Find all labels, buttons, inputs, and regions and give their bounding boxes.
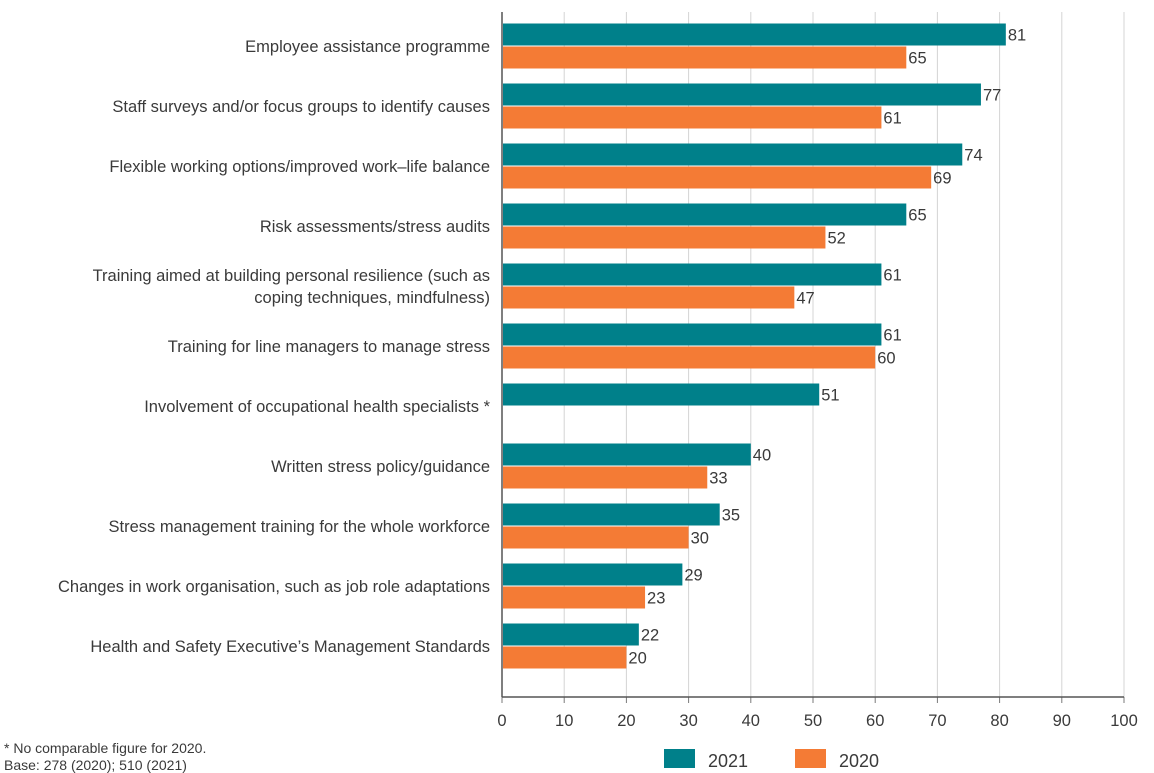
value-label-2021: 35 bbox=[722, 507, 740, 525]
x-tick-label: 20 bbox=[617, 712, 635, 730]
value-label-2020: 23 bbox=[647, 590, 665, 608]
legend-label-2021: 2021 bbox=[708, 751, 748, 771]
category-label: Risk assessments/stress audits bbox=[260, 218, 490, 236]
category-labels: Employee assistance programme Staff surve… bbox=[58, 38, 491, 656]
axes bbox=[501, 12, 1125, 703]
value-label-2020: 65 bbox=[908, 50, 926, 68]
category-label: coping techniques, mindfulness) bbox=[254, 289, 490, 307]
bar-2020 bbox=[503, 346, 876, 369]
category-label: Flexible working options/improved work–l… bbox=[109, 158, 490, 176]
category-label: Involvement of occupational health speci… bbox=[144, 398, 490, 416]
x-tick-label: 60 bbox=[866, 712, 884, 730]
bar-2021 bbox=[503, 383, 820, 406]
x-tick-label: 70 bbox=[928, 712, 946, 730]
category-label: Training aimed at building personal resi… bbox=[93, 267, 490, 285]
legend-swatch-2021 bbox=[664, 749, 695, 768]
value-label-2021: 61 bbox=[883, 327, 901, 345]
value-label-2020: 33 bbox=[709, 470, 727, 488]
tick-labels: 0 10 20 30 40 50 60 70 80 90 100 bbox=[497, 712, 1137, 730]
footnote: * No comparable figure for 2020. bbox=[4, 740, 207, 756]
legend-label-2020: 2020 bbox=[839, 751, 879, 771]
x-tick-label: 30 bbox=[679, 712, 697, 730]
bar-2021 bbox=[503, 23, 1006, 46]
category-label: Employee assistance programme bbox=[245, 38, 490, 56]
value-label-2021: 81 bbox=[1008, 27, 1026, 45]
bar-2020 bbox=[503, 586, 646, 609]
bar-2020 bbox=[503, 46, 907, 69]
bar-2021 bbox=[503, 83, 981, 106]
bar-2021 bbox=[503, 503, 720, 526]
x-tick-label: 80 bbox=[990, 712, 1008, 730]
bar-2021 bbox=[503, 323, 882, 346]
bar-2020 bbox=[503, 106, 882, 129]
bar-2021 bbox=[503, 443, 751, 466]
value-label-2020: 60 bbox=[877, 350, 895, 368]
value-label-2020: 69 bbox=[933, 170, 951, 188]
bar-2021 bbox=[503, 563, 683, 586]
value-label-2021: 40 bbox=[753, 447, 771, 465]
bar-2020 bbox=[503, 526, 689, 549]
value-label-2021: 22 bbox=[641, 627, 659, 645]
x-tick-label: 50 bbox=[804, 712, 822, 730]
bar-2021 bbox=[503, 623, 639, 646]
value-label-2021: 29 bbox=[684, 567, 702, 585]
category-label: Written stress policy/guidance bbox=[271, 458, 490, 476]
bar-2021 bbox=[503, 203, 907, 226]
bar-2020 bbox=[503, 226, 826, 249]
bar-2020 bbox=[503, 646, 627, 669]
legend-swatch-2020 bbox=[795, 749, 826, 768]
x-tick-label: 100 bbox=[1110, 712, 1138, 730]
category-label: Changes in work organisation, such as jo… bbox=[58, 578, 490, 596]
bar-2021 bbox=[503, 143, 963, 166]
value-label-2021: 74 bbox=[964, 147, 982, 165]
value-label-2020: 47 bbox=[796, 290, 814, 308]
value-label-2021: 61 bbox=[883, 267, 901, 285]
x-tick-label: 90 bbox=[1053, 712, 1071, 730]
base-note: Base: 278 (2020); 510 (2021) bbox=[4, 757, 187, 773]
value-label-2021: 77 bbox=[983, 87, 1001, 105]
legend: 2021 2020 bbox=[664, 749, 879, 771]
bar-2020 bbox=[503, 466, 708, 489]
bar-2020 bbox=[503, 166, 932, 189]
x-tick-label: 10 bbox=[555, 712, 573, 730]
value-label-2020: 30 bbox=[691, 530, 709, 548]
category-label: Training for line managers to manage str… bbox=[168, 338, 490, 356]
value-label-2021: 65 bbox=[908, 207, 926, 225]
x-tick-label: 40 bbox=[742, 712, 760, 730]
value-label-2021: 51 bbox=[821, 387, 839, 405]
category-label: Staff surveys and/or focus groups to ide… bbox=[112, 98, 490, 116]
category-label: Health and Safety Executive’s Management… bbox=[90, 638, 490, 656]
bars bbox=[503, 23, 1006, 669]
x-tick-label: 0 bbox=[497, 712, 506, 730]
value-label-2020: 20 bbox=[628, 650, 646, 668]
bar-2020 bbox=[503, 286, 795, 309]
bar-2021 bbox=[503, 263, 882, 286]
value-label-2020: 52 bbox=[827, 230, 845, 248]
value-labels: 81 65 77 61 74 69 65 52 61 47 61 60 51 40 33 35 30 29 23 22… bbox=[628, 27, 1026, 668]
value-label-2020: 61 bbox=[883, 110, 901, 128]
category-label: Stress management training for the whole… bbox=[108, 518, 490, 536]
